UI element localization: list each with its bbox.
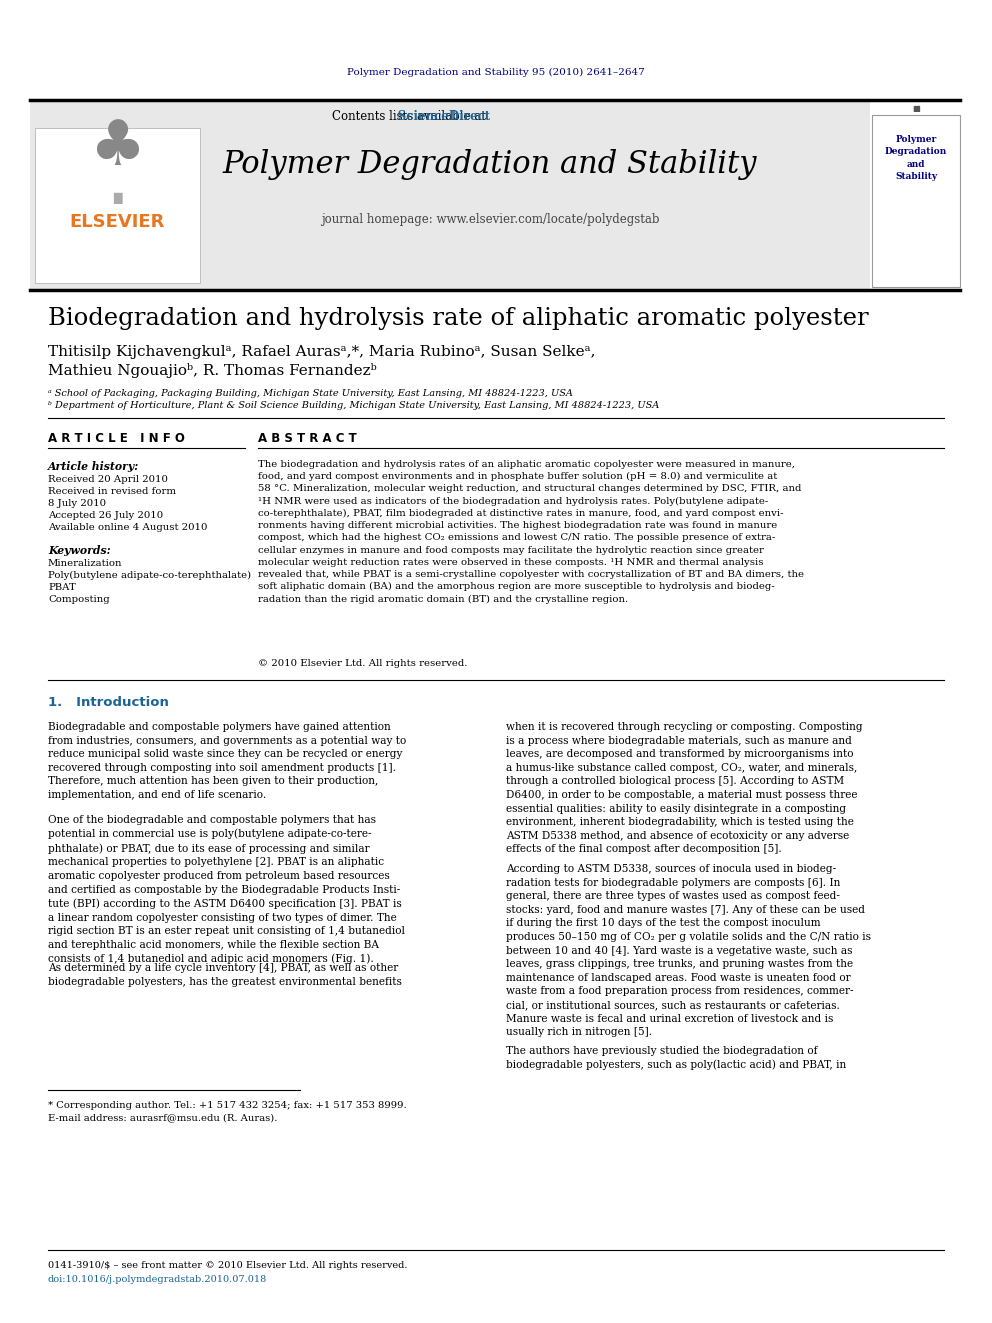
Text: doi:10.1016/j.polymdegradstab.2010.07.018: doi:10.1016/j.polymdegradstab.2010.07.01… [48,1275,267,1285]
Text: * Corresponding author. Tel.: +1 517 432 3254; fax: +1 517 353 8999.: * Corresponding author. Tel.: +1 517 432… [48,1101,407,1110]
Text: Article history:: Article history: [48,460,139,471]
Text: Mathieu Ngouajioᵇ, R. Thomas Fernandezᵇ: Mathieu Ngouajioᵇ, R. Thomas Fernandezᵇ [48,364,377,378]
Text: ELSEVIER: ELSEVIER [69,213,165,232]
Text: Available online 4 August 2010: Available online 4 August 2010 [48,523,207,532]
Text: ■: ■ [912,103,920,112]
Text: Thitisilp Kijchavengkulᵃ, Rafael Aurasᵃ,*, Maria Rubinoᵃ, Susan Selkeᵃ,: Thitisilp Kijchavengkulᵃ, Rafael Aurasᵃ,… [48,345,595,359]
FancyBboxPatch shape [35,128,200,283]
Text: 0141-3910/$ – see front matter © 2010 Elsevier Ltd. All rights reserved.: 0141-3910/$ – see front matter © 2010 El… [48,1262,408,1270]
Text: 1.   Introduction: 1. Introduction [48,696,169,709]
Text: Keywords:: Keywords: [48,545,111,556]
Text: The authors have previously studied the biodegradation of
biodegradable polyeste: The authors have previously studied the … [506,1046,846,1070]
Text: Polymer Degradation and Stability 95 (2010) 2641–2647: Polymer Degradation and Stability 95 (20… [347,67,645,77]
Text: Composting: Composting [48,594,110,603]
Text: 8 July 2010: 8 July 2010 [48,499,106,508]
Text: PBAT: PBAT [48,582,75,591]
Text: Mineralization: Mineralization [48,558,122,568]
Text: Accepted 26 July 2010: Accepted 26 July 2010 [48,511,163,520]
FancyBboxPatch shape [30,101,870,290]
Text: ᵇ Department of Horticulture, Plant & Soil Science Building, Michigan State Univ: ᵇ Department of Horticulture, Plant & So… [48,401,660,410]
FancyBboxPatch shape [872,115,960,287]
Text: when it is recovered through recycling or composting. Composting
is a process wh: when it is recovered through recycling o… [506,722,863,855]
Text: Polymer
Degradation
and
Stability: Polymer Degradation and Stability [885,135,947,181]
Text: A B S T R A C T: A B S T R A C T [258,431,357,445]
Text: The biodegradation and hydrolysis rates of an aliphatic aromatic copolyester wer: The biodegradation and hydrolysis rates … [258,460,804,603]
Text: One of the biodegradable and compostable polymers that has
potential in commerci: One of the biodegradable and compostable… [48,815,405,964]
Text: █: █ [113,192,121,204]
Text: Polymer Degradation and Stability: Polymer Degradation and Stability [223,149,757,180]
Text: According to ASTM D5338, sources of inocula used in biodeg-
radation tests for b: According to ASTM D5338, sources of inoc… [506,864,871,1037]
Text: A R T I C L E   I N F O: A R T I C L E I N F O [48,431,185,445]
Text: © 2010 Elsevier Ltd. All rights reserved.: © 2010 Elsevier Ltd. All rights reserved… [258,659,467,668]
Text: Poly(butylene adipate-co-terephthalate): Poly(butylene adipate-co-terephthalate) [48,570,251,579]
Text: ᵃ School of Packaging, Packaging Building, Michigan State University, East Lansi: ᵃ School of Packaging, Packaging Buildin… [48,389,572,397]
Text: E-mail address: aurasrf@msu.edu (R. Auras).: E-mail address: aurasrf@msu.edu (R. Aura… [48,1114,278,1122]
Text: Received 20 April 2010: Received 20 April 2010 [48,475,168,483]
Text: ♣: ♣ [89,118,145,179]
Text: journal homepage: www.elsevier.com/locate/polydegstab: journal homepage: www.elsevier.com/locat… [320,213,660,226]
Text: As determined by a life cycle inventory [4], PBAT, as well as other
biodegradabl: As determined by a life cycle inventory … [48,963,402,987]
Text: Received in revised form: Received in revised form [48,487,177,496]
Text: ScienceDirect: ScienceDirect [274,110,490,123]
Text: Biodegradation and hydrolysis rate of aliphatic aromatic polyester: Biodegradation and hydrolysis rate of al… [48,307,869,329]
Text: Biodegradable and compostable polymers have gained attention
from industries, co: Biodegradable and compostable polymers h… [48,722,407,800]
Text: Contents lists available at: Contents lists available at [332,110,490,123]
